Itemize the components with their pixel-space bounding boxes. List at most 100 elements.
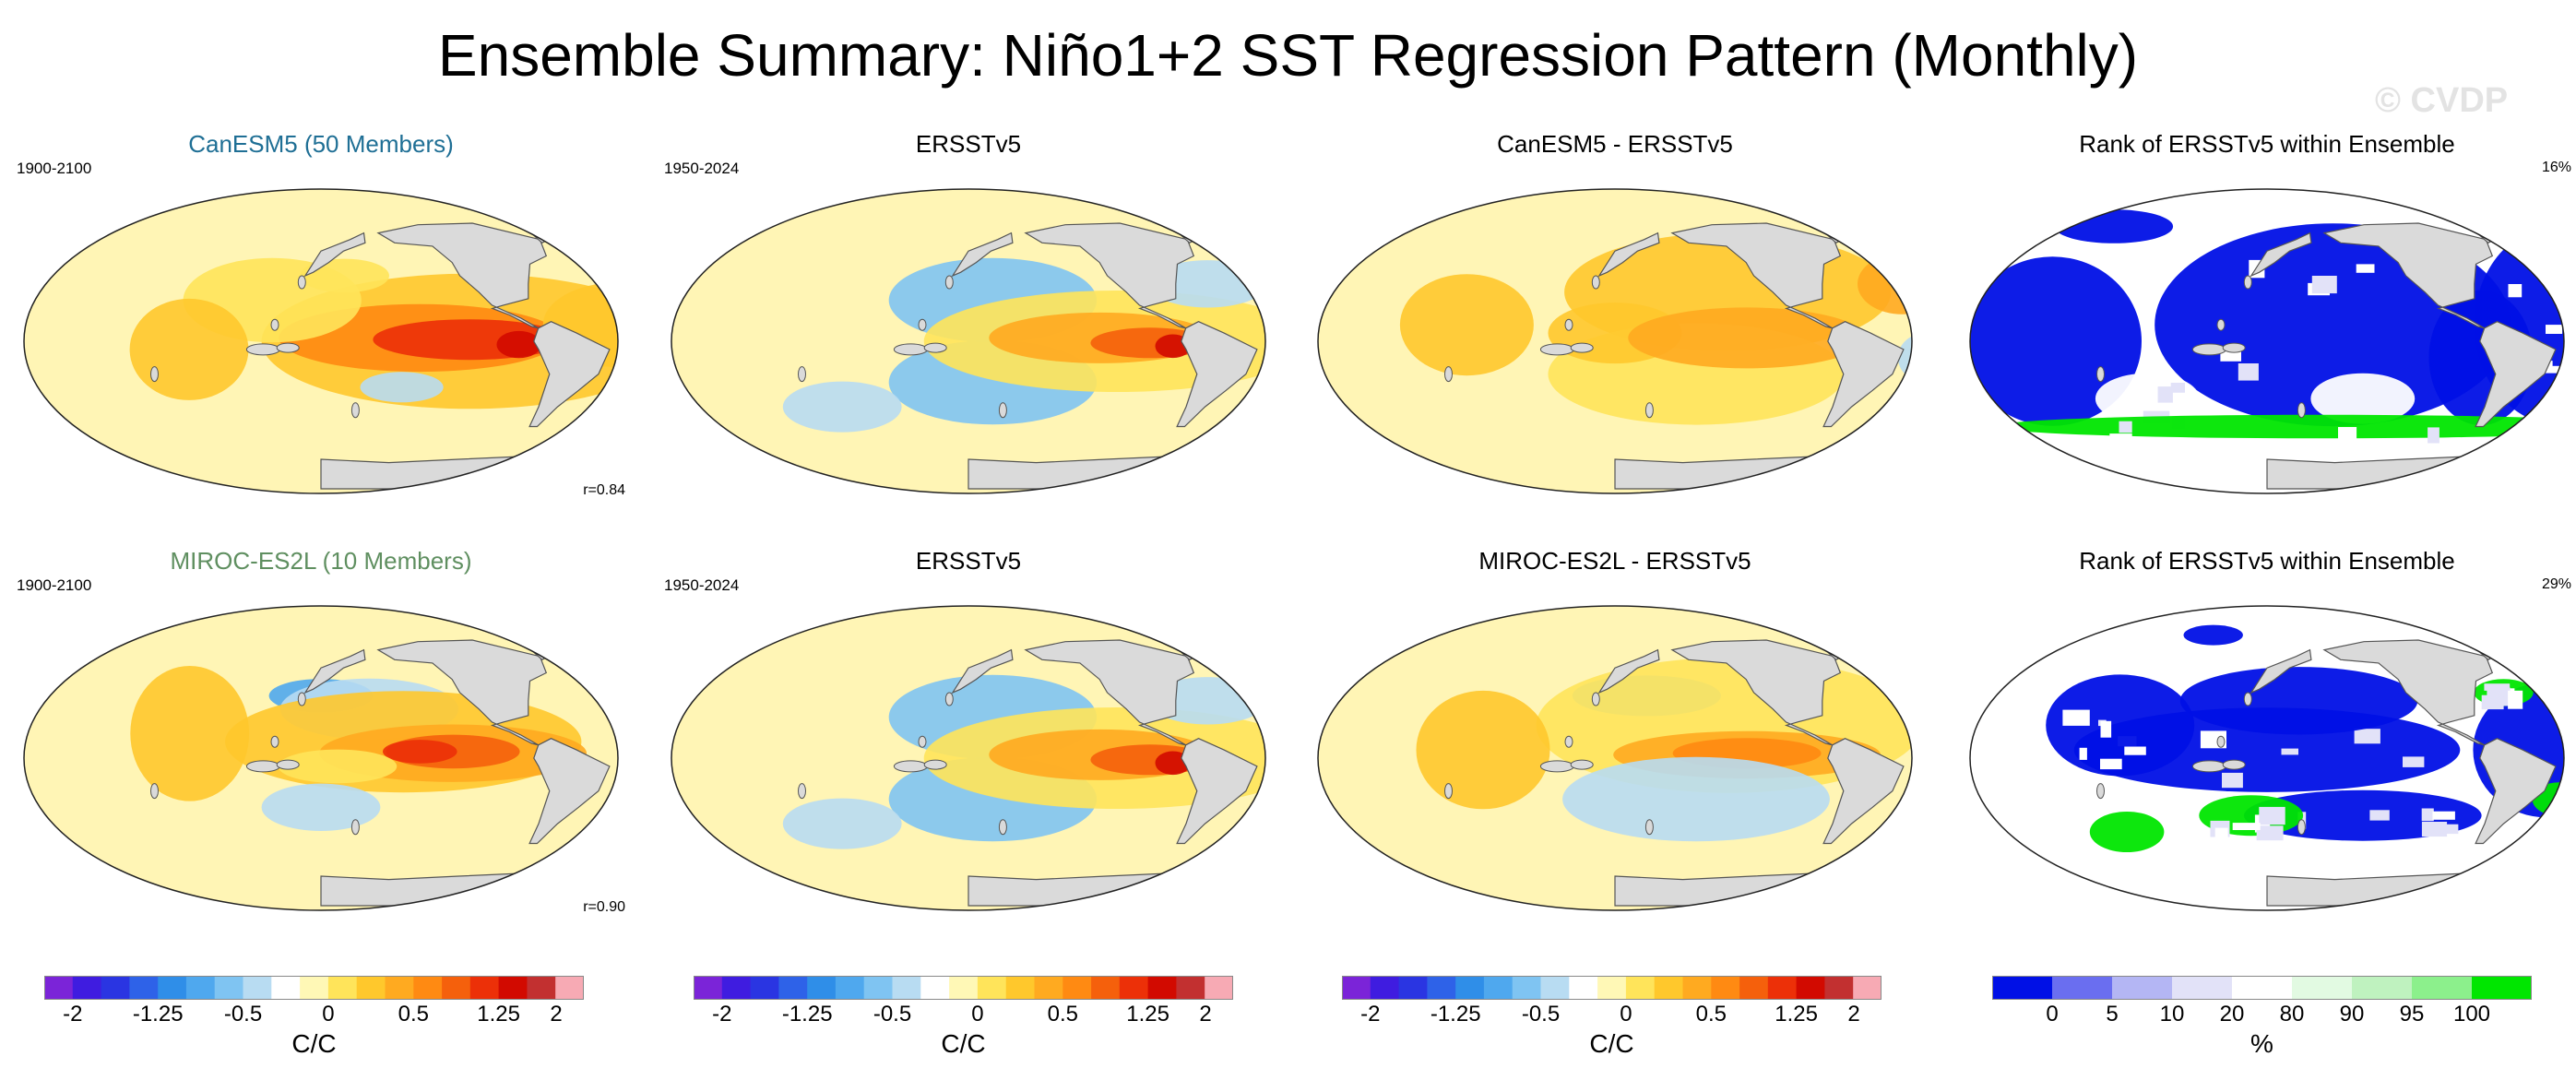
colorbar-swatch	[1682, 976, 1712, 1000]
panel-title: MIROC-ES2L - ERSSTv5	[1478, 547, 1751, 575]
field-blob	[1399, 274, 1534, 376]
map-obs	[671, 605, 1266, 911]
colorbar-tick-label: 5	[2106, 1002, 2119, 1027]
land-north-america	[2322, 222, 2494, 329]
land-island	[2191, 760, 2226, 773]
land-island	[1591, 692, 1600, 706]
land-north-america	[1024, 639, 1195, 746]
land-asia-east	[951, 231, 1014, 278]
land-island	[2297, 402, 2306, 419]
field-blob	[782, 798, 902, 849]
colorbar-swatch	[1625, 976, 1656, 1000]
colorbar-swatch	[1796, 976, 1825, 1000]
field-blob	[129, 298, 249, 400]
rank-noise-cell	[2432, 811, 2455, 820]
land-island	[918, 735, 927, 748]
colorbar-tick-label: 80	[2279, 1002, 2305, 1027]
colorbar-swatch	[1205, 976, 1233, 1000]
colorbar-swatch	[101, 976, 130, 1000]
map-rank2	[1969, 605, 2565, 911]
colorbar-tick-label: -0.5	[223, 1002, 263, 1027]
land-island	[2243, 275, 2252, 290]
land-island	[1570, 759, 1594, 770]
colorbar-tick-label: 95	[2399, 1002, 2425, 1027]
rank-noise-cell	[2484, 683, 2511, 691]
land-island	[944, 275, 954, 290]
colorbar-swatch	[835, 976, 865, 1000]
rank-noise-cell	[2555, 262, 2564, 280]
land-eurasia	[2558, 216, 2564, 318]
colorbar-swatch	[469, 976, 500, 1000]
colorbar-swatch	[1147, 976, 1177, 1000]
panel-title: ERSSTv5	[915, 130, 1022, 158]
rank-noise-cell	[2109, 433, 2132, 444]
land-north-america	[376, 639, 548, 746]
colorbar-boxes	[1992, 976, 2532, 1000]
land-island	[1570, 342, 1594, 353]
field-blob	[1970, 256, 2142, 426]
colorbar-swatch	[498, 976, 528, 1000]
colorbar-swatch	[1512, 976, 1541, 1000]
map-border	[1969, 605, 2565, 911]
land-island	[150, 783, 159, 800]
panel-title: MIROC-ES2L (10 Members)	[170, 547, 472, 575]
colorbar-swatch	[185, 976, 216, 1000]
colorbar-swatch	[1176, 976, 1205, 1000]
panel-title: CanESM5 - ERSSTv5	[1497, 130, 1733, 158]
land-island	[297, 275, 306, 290]
land-island	[1564, 735, 1573, 748]
rank-noise-cell	[2508, 284, 2523, 298]
land-south-america	[528, 738, 611, 845]
land-island	[893, 343, 928, 356]
land-south-america	[1822, 738, 1905, 845]
colorbar-swatch	[2472, 976, 2532, 1000]
colorbar-tick-label: 0	[1620, 1002, 1632, 1027]
rank-noise-cell	[2403, 756, 2425, 767]
field-blob	[496, 330, 541, 359]
colorbar-swatch	[158, 976, 187, 1000]
colorbar-swatch	[442, 976, 471, 1000]
land-island	[2096, 366, 2105, 383]
field-blob	[1562, 756, 1830, 842]
colorbar-swatch	[72, 976, 102, 1000]
colorbar-swatch	[1483, 976, 1514, 1000]
colorbar-swatch	[129, 976, 159, 1000]
rank-noise-cell	[2481, 694, 2504, 710]
land-island	[1644, 819, 1654, 836]
land-island	[2096, 783, 2105, 800]
colorbar-tick-label: 2	[550, 1002, 563, 1027]
rank-noise-cell	[2141, 394, 2159, 402]
rank-noise-cell	[2542, 365, 2564, 374]
colorbar-tick-label: 2	[1199, 1002, 1212, 1027]
colorbar-frame	[1342, 976, 1882, 1000]
rank-noise-cell	[2428, 427, 2439, 444]
map-obs	[671, 188, 1266, 494]
panel-years: 1950-2024	[664, 160, 740, 177]
colorbar-tick-label: -0.5	[1521, 1002, 1561, 1027]
colorbar-tick-label: 1.25	[477, 1002, 520, 1027]
colorbar-swatch	[1370, 976, 1400, 1000]
land-island	[2216, 735, 2226, 748]
colorbar-units: C/C	[1589, 1029, 1634, 1058]
colorbar-boxes	[44, 976, 584, 1000]
land-north-america	[1670, 222, 1842, 329]
panel-rank-percent: 16%	[2541, 160, 2571, 175]
rank-noise-cell	[2534, 431, 2544, 437]
land-island	[2216, 318, 2226, 331]
rank-noise-cell	[2259, 806, 2285, 825]
land-eurasia	[1906, 216, 1912, 318]
colorbar-swatch	[863, 976, 893, 1000]
colorbar-swatch	[385, 976, 414, 1000]
land-island	[944, 692, 954, 706]
rank-noise-cell	[2238, 363, 2259, 381]
land-island	[798, 783, 806, 800]
rank-noise-cell	[2354, 729, 2380, 744]
land-island	[1444, 783, 1453, 800]
land-island	[1539, 343, 1574, 356]
land-island	[276, 342, 300, 353]
rank-noise-cell	[2508, 690, 2523, 709]
colorbar-tick-label: 0.5	[398, 1002, 429, 1027]
rank-noise-cell	[2079, 747, 2087, 760]
land-island	[798, 366, 806, 383]
colorbar-swatch	[1739, 976, 1769, 1000]
